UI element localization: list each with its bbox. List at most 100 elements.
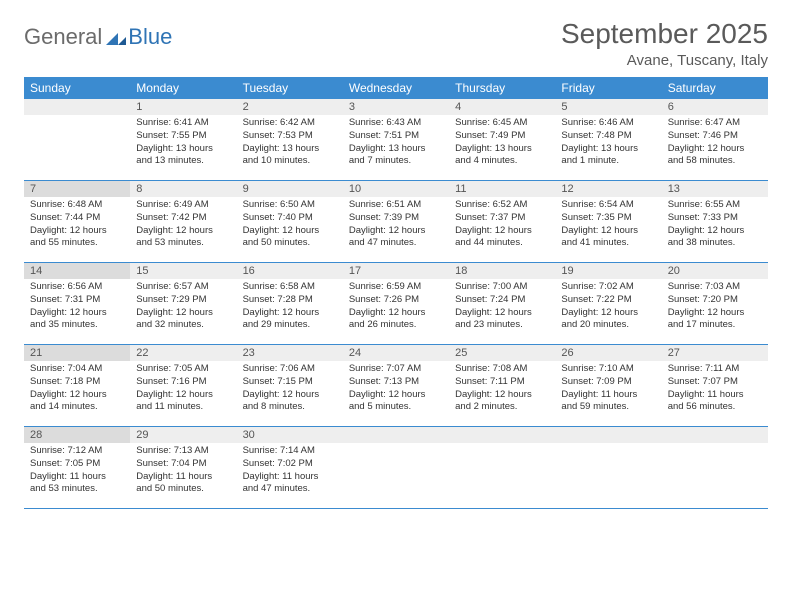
day-number: 22 [130,345,236,361]
weekday-header: Wednesday [343,77,449,99]
day-details: Sunrise: 7:06 AMSunset: 7:15 PMDaylight:… [237,361,343,418]
calendar-cell: 25Sunrise: 7:08 AMSunset: 7:11 PMDayligh… [449,345,555,427]
calendar-cell: 23Sunrise: 7:06 AMSunset: 7:15 PMDayligh… [237,345,343,427]
calendar-cell [662,427,768,509]
day-number: 10 [343,181,449,197]
calendar-cell: 22Sunrise: 7:05 AMSunset: 7:16 PMDayligh… [130,345,236,427]
logo-mark-icon [106,29,126,45]
calendar-cell: 6Sunrise: 6:47 AMSunset: 7:46 PMDaylight… [662,99,768,181]
day-number: 13 [662,181,768,197]
calendar-cell: 15Sunrise: 6:57 AMSunset: 7:29 PMDayligh… [130,263,236,345]
day-number: 25 [449,345,555,361]
weekday-header: Thursday [449,77,555,99]
weekday-header: Friday [555,77,661,99]
calendar-cell: 21Sunrise: 7:04 AMSunset: 7:18 PMDayligh… [24,345,130,427]
day-number: 20 [662,263,768,279]
day-number: 16 [237,263,343,279]
day-details: Sunrise: 6:52 AMSunset: 7:37 PMDaylight:… [449,197,555,254]
calendar-cell: 24Sunrise: 7:07 AMSunset: 7:13 PMDayligh… [343,345,449,427]
day-details: Sunrise: 7:12 AMSunset: 7:05 PMDaylight:… [24,443,130,500]
day-details: Sunrise: 7:00 AMSunset: 7:24 PMDaylight:… [449,279,555,336]
day-number [343,427,449,443]
day-details: Sunrise: 6:43 AMSunset: 7:51 PMDaylight:… [343,115,449,172]
location: Avane, Tuscany, Italy [561,52,768,69]
calendar-cell [449,427,555,509]
calendar-week-row: 14Sunrise: 6:56 AMSunset: 7:31 PMDayligh… [24,263,768,345]
calendar-cell [24,99,130,181]
logo-text-general: General [24,24,102,50]
day-details: Sunrise: 6:49 AMSunset: 7:42 PMDaylight:… [130,197,236,254]
calendar-cell: 9Sunrise: 6:50 AMSunset: 7:40 PMDaylight… [237,181,343,263]
calendar-cell: 2Sunrise: 6:42 AMSunset: 7:53 PMDaylight… [237,99,343,181]
calendar-cell: 20Sunrise: 7:03 AMSunset: 7:20 PMDayligh… [662,263,768,345]
day-number: 18 [449,263,555,279]
day-number: 27 [662,345,768,361]
logo: General Blue [24,24,172,50]
day-number: 15 [130,263,236,279]
weekday-header: Tuesday [237,77,343,99]
calendar-cell: 30Sunrise: 7:14 AMSunset: 7:02 PMDayligh… [237,427,343,509]
day-number: 28 [24,427,130,443]
day-number: 17 [343,263,449,279]
logo-text-blue: Blue [128,24,172,50]
day-details: Sunrise: 6:45 AMSunset: 7:49 PMDaylight:… [449,115,555,172]
day-details: Sunrise: 7:05 AMSunset: 7:16 PMDaylight:… [130,361,236,418]
calendar-week-row: 7Sunrise: 6:48 AMSunset: 7:44 PMDaylight… [24,181,768,263]
day-number: 29 [130,427,236,443]
calendar-cell: 16Sunrise: 6:58 AMSunset: 7:28 PMDayligh… [237,263,343,345]
day-details: Sunrise: 7:07 AMSunset: 7:13 PMDaylight:… [343,361,449,418]
day-number: 2 [237,99,343,115]
day-number: 5 [555,99,661,115]
day-details: Sunrise: 6:48 AMSunset: 7:44 PMDaylight:… [24,197,130,254]
day-number [449,427,555,443]
day-details: Sunrise: 6:50 AMSunset: 7:40 PMDaylight:… [237,197,343,254]
day-number: 6 [662,99,768,115]
day-details: Sunrise: 7:02 AMSunset: 7:22 PMDaylight:… [555,279,661,336]
calendar-table: Sunday Monday Tuesday Wednesday Thursday… [24,77,768,509]
day-details: Sunrise: 6:57 AMSunset: 7:29 PMDaylight:… [130,279,236,336]
calendar-cell: 14Sunrise: 6:56 AMSunset: 7:31 PMDayligh… [24,263,130,345]
day-number: 4 [449,99,555,115]
weekday-header: Sunday [24,77,130,99]
calendar-cell: 26Sunrise: 7:10 AMSunset: 7:09 PMDayligh… [555,345,661,427]
calendar-week-row: 21Sunrise: 7:04 AMSunset: 7:18 PMDayligh… [24,345,768,427]
day-details: Sunrise: 6:55 AMSunset: 7:33 PMDaylight:… [662,197,768,254]
day-details: Sunrise: 6:58 AMSunset: 7:28 PMDaylight:… [237,279,343,336]
day-number: 7 [24,181,130,197]
day-details: Sunrise: 7:03 AMSunset: 7:20 PMDaylight:… [662,279,768,336]
day-number [24,99,130,115]
day-number [662,427,768,443]
calendar-cell: 5Sunrise: 6:46 AMSunset: 7:48 PMDaylight… [555,99,661,181]
day-number: 9 [237,181,343,197]
day-number: 11 [449,181,555,197]
calendar-week-row: 28Sunrise: 7:12 AMSunset: 7:05 PMDayligh… [24,427,768,509]
day-details: Sunrise: 7:04 AMSunset: 7:18 PMDaylight:… [24,361,130,418]
calendar-cell: 8Sunrise: 6:49 AMSunset: 7:42 PMDaylight… [130,181,236,263]
day-details: Sunrise: 6:54 AMSunset: 7:35 PMDaylight:… [555,197,661,254]
day-details: Sunrise: 6:51 AMSunset: 7:39 PMDaylight:… [343,197,449,254]
day-number: 8 [130,181,236,197]
day-details: Sunrise: 6:56 AMSunset: 7:31 PMDaylight:… [24,279,130,336]
day-number [555,427,661,443]
calendar-cell: 29Sunrise: 7:13 AMSunset: 7:04 PMDayligh… [130,427,236,509]
calendar-cell: 17Sunrise: 6:59 AMSunset: 7:26 PMDayligh… [343,263,449,345]
month-title: September 2025 [561,18,768,50]
day-number: 26 [555,345,661,361]
calendar-cell [555,427,661,509]
calendar-cell: 3Sunrise: 6:43 AMSunset: 7:51 PMDaylight… [343,99,449,181]
day-number: 24 [343,345,449,361]
day-number: 12 [555,181,661,197]
title-block: September 2025 Avane, Tuscany, Italy [561,18,768,69]
calendar-cell: 4Sunrise: 6:45 AMSunset: 7:49 PMDaylight… [449,99,555,181]
weekday-header: Saturday [662,77,768,99]
calendar-week-row: 1Sunrise: 6:41 AMSunset: 7:55 PMDaylight… [24,99,768,181]
calendar-cell: 12Sunrise: 6:54 AMSunset: 7:35 PMDayligh… [555,181,661,263]
day-number: 1 [130,99,236,115]
day-details: Sunrise: 7:14 AMSunset: 7:02 PMDaylight:… [237,443,343,500]
calendar-cell: 28Sunrise: 7:12 AMSunset: 7:05 PMDayligh… [24,427,130,509]
day-details: Sunrise: 7:11 AMSunset: 7:07 PMDaylight:… [662,361,768,418]
calendar-cell: 11Sunrise: 6:52 AMSunset: 7:37 PMDayligh… [449,181,555,263]
day-number: 23 [237,345,343,361]
calendar-cell: 13Sunrise: 6:55 AMSunset: 7:33 PMDayligh… [662,181,768,263]
day-number: 3 [343,99,449,115]
